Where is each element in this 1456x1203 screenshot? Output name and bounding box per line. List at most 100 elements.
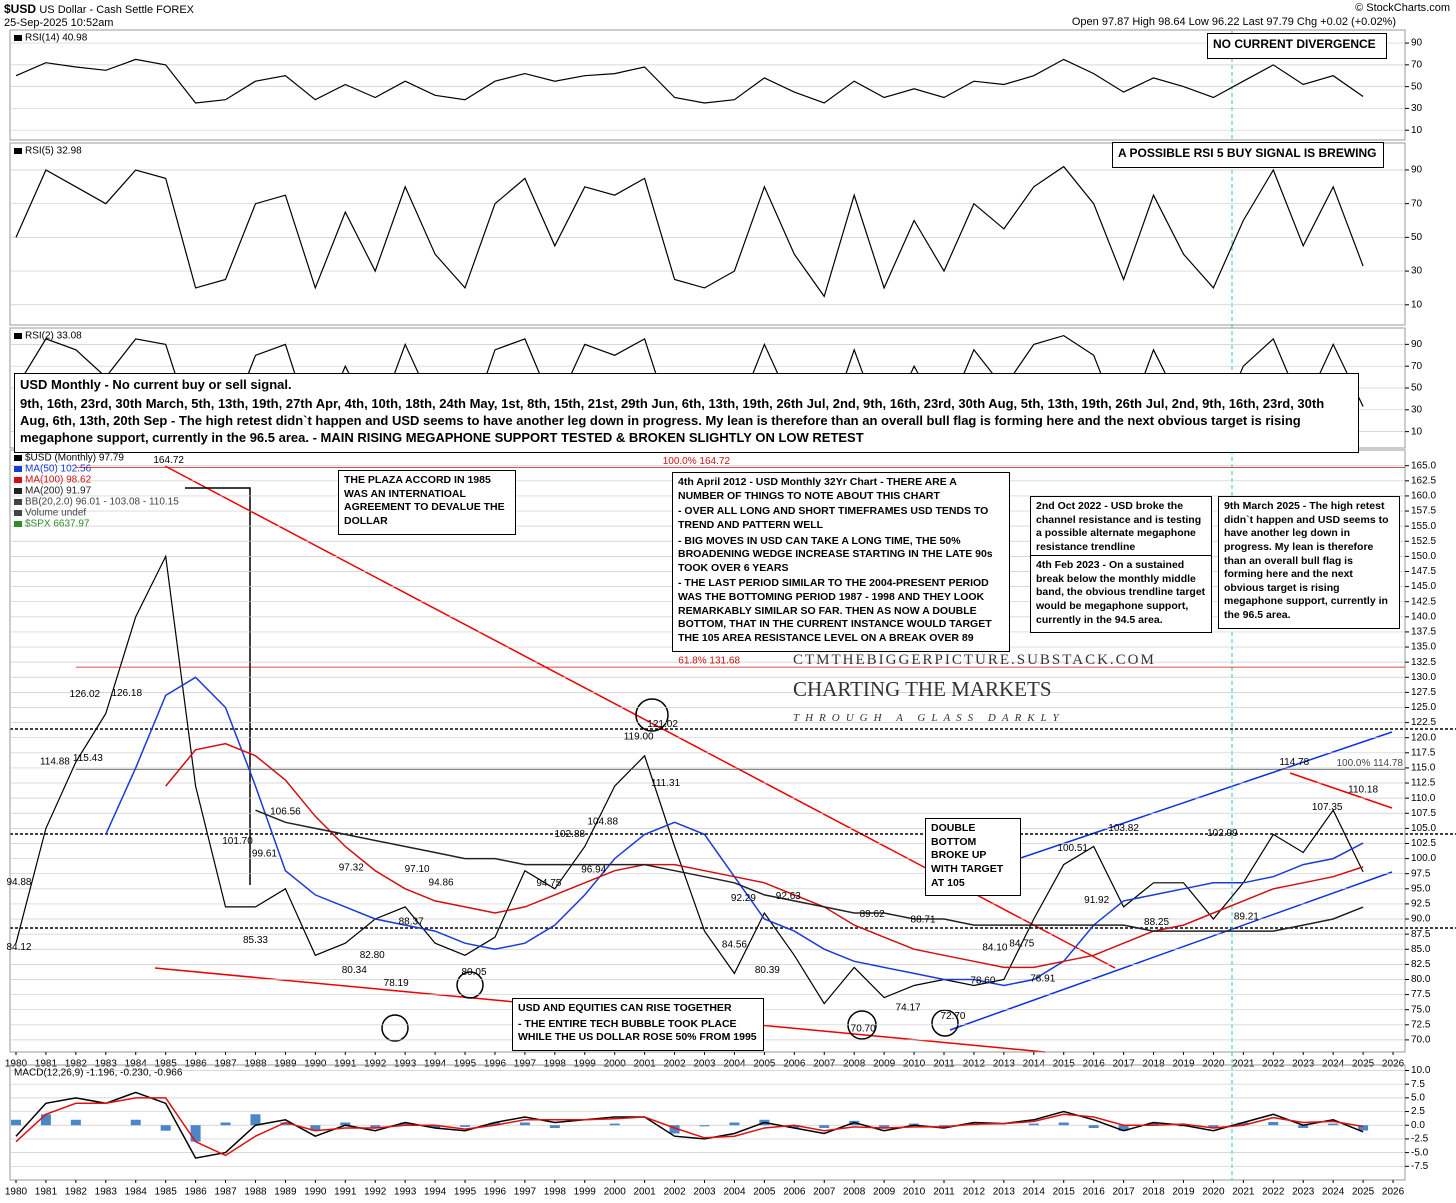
point-label: 72.70 [940, 1011, 965, 1022]
x-tick-label: 2022 [1262, 1059, 1285, 1070]
annotation-box: THE PLAZA ACCORD IN 1985 WAS AN INTERNAT… [338, 470, 516, 535]
x-tick-label: 1988 [244, 1187, 267, 1198]
x-tick-label: 2019 [1172, 1059, 1195, 1070]
x-tick-label: 1981 [35, 1187, 58, 1198]
histogram-bar [789, 1125, 800, 1128]
x-tick-label: 2003 [693, 1187, 716, 1198]
histogram-bar [1328, 1123, 1339, 1126]
y-tick-label: 30 [1411, 103, 1423, 114]
legend-swatch [14, 499, 22, 505]
x-tick-label: 1993 [394, 1059, 417, 1070]
point-label: 78.19 [384, 978, 409, 989]
histogram-bar [40, 1114, 51, 1126]
point-label: 110.18 [1348, 785, 1378, 796]
x-tick-label: 1994 [424, 1187, 447, 1198]
point-label: 102.99 [1207, 828, 1238, 839]
annotation-line: THE PLAZA ACCORD IN 1985 WAS AN INTERNAT… [344, 474, 505, 527]
y-tick-label: 75.0 [1411, 1004, 1431, 1015]
x-tick-label: 1987 [214, 1059, 237, 1070]
annotation-line: USD Monthly - No current buy or sell sig… [20, 377, 292, 392]
panel-frame [9, 29, 1406, 141]
histogram-bar [879, 1125, 890, 1128]
x-tick-label: 2004 [723, 1187, 746, 1198]
x-tick-label: 2011 [933, 1187, 955, 1198]
annotation-line: USD AND EQUITIES CAN RISE TOGETHER [518, 1002, 732, 1014]
y-tick-label: 125.0 [1411, 702, 1436, 713]
x-tick-label: 2001 [634, 1187, 657, 1198]
y-tick-label: 145.0 [1411, 581, 1436, 592]
x-tick-label: 1983 [95, 1187, 118, 1198]
y-tick-label: 127.5 [1411, 687, 1436, 698]
y-tick-label: 72.5 [1411, 1019, 1431, 1030]
x-tick-label: 2020 [1202, 1187, 1225, 1198]
legend-swatch [14, 510, 22, 516]
x-tick-label: 2011 [933, 1059, 955, 1070]
x-tick-label: 1984 [125, 1187, 148, 1198]
x-tick-label: 2017 [1112, 1187, 1135, 1198]
histogram-bar [1238, 1122, 1249, 1126]
point-label: 114.88 [40, 756, 70, 767]
histogram-bar [1058, 1122, 1069, 1126]
point-label: 80.05 [461, 967, 486, 978]
x-tick-label: 2014 [1023, 1187, 1046, 1198]
histogram-bar [400, 1122, 411, 1126]
x-tick-label: 1995 [454, 1187, 477, 1198]
y-tick-label: 137.5 [1411, 627, 1436, 638]
y-tick-label: 155.0 [1411, 521, 1436, 532]
x-tick-label: 2021 [1232, 1059, 1255, 1070]
histogram-bar [1298, 1125, 1309, 1128]
y-tick-label: 140.0 [1411, 611, 1436, 622]
y-tick-label: 50 [1411, 232, 1423, 243]
point-label: 80.39 [755, 965, 780, 976]
panel-title: MACD(12,26,9) -1.196, -0.230, -0.966 [14, 1068, 183, 1079]
y-tick-label: 165.0 [1411, 460, 1436, 471]
x-tick-label: 1980 [5, 1059, 28, 1070]
histogram-bar [160, 1125, 171, 1131]
x-tick-label: 1985 [155, 1187, 178, 1198]
point-label: 114.78 [1279, 757, 1309, 768]
trendline [1289, 772, 1393, 809]
annotation-line: A POSSIBLE RSI 5 BUY SIGNAL IS BREWING [1118, 146, 1377, 160]
x-tick-label: 1986 [184, 1059, 207, 1070]
y-tick-label: 90 [1411, 339, 1423, 350]
histogram-bar [699, 1125, 710, 1127]
annotation-line: - THE ENTIRE TECH BUBBLE TOOK PLACE WHIL… [518, 1017, 757, 1044]
y-tick-label: 157.5 [1411, 506, 1436, 517]
annotation-line: 4th Feb 2023 - On a sustained break belo… [1036, 559, 1206, 626]
y-tick-label: 87.5 [1411, 929, 1431, 940]
x-tick-label: 1992 [364, 1187, 387, 1198]
legend-label: MA(100) 98.62 [25, 475, 92, 486]
panel-frame [9, 1064, 1406, 1181]
legend-label: RSI(5) 32.98 [25, 146, 82, 157]
x-tick-label: 2016 [1083, 1059, 1106, 1070]
annotation-box: 4th Feb 2023 - On a sustained break belo… [1030, 555, 1212, 634]
y-tick-label: -7.5 [1411, 1161, 1429, 1172]
histogram-bar [729, 1122, 740, 1126]
histogram-bar [609, 1123, 620, 1126]
point-label: 101.70 [222, 836, 253, 847]
y-tick-label: 115.0 [1411, 763, 1436, 774]
symbol: $USD [4, 2, 37, 16]
x-tick-label: 1993 [394, 1187, 417, 1198]
x-tick-label: 2000 [604, 1187, 627, 1198]
y-tick-label: -5.0 [1411, 1147, 1429, 1158]
x-tick-label: 1995 [454, 1059, 477, 1070]
y-tick-label: 30 [1411, 266, 1423, 277]
x-tick-label: 2001 [634, 1059, 657, 1070]
x-tick-label: 2008 [843, 1187, 866, 1198]
annotation-line: 4th April 2012 - USD Monthly 32Yr Chart … [678, 476, 957, 502]
x-tick-label: 2017 [1112, 1059, 1135, 1070]
legend-swatch [14, 455, 22, 461]
histogram-bar [819, 1125, 830, 1128]
point-label: 88.25 [1144, 917, 1169, 928]
point-label: 84.12 [6, 942, 31, 953]
point-label: 84.75 [1009, 938, 1034, 949]
x-tick-label: 2020 [1202, 1059, 1225, 1070]
x-tick-label: 1999 [574, 1187, 597, 1198]
point-label: 85.33 [243, 935, 268, 946]
point-label: 89.62 [860, 909, 885, 920]
series-line [255, 809, 1364, 932]
annotation-line: 9th March 2025 - The high retest didn`t … [1224, 500, 1389, 622]
x-tick-label: 1987 [214, 1187, 237, 1198]
